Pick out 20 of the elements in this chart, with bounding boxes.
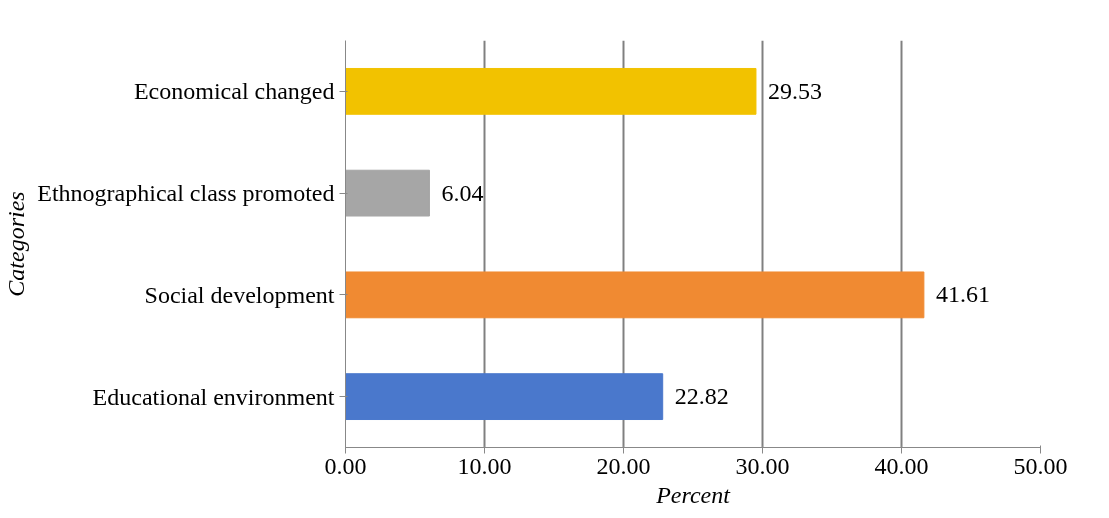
y-tick-label: Educational environment (92, 383, 335, 410)
x-tick-label: 0.00 (324, 452, 367, 479)
data-label: 22.82 (674, 383, 729, 410)
x-tick-label: 30.00 (735, 452, 790, 479)
x-tick-label: 10.00 (457, 452, 512, 479)
bar (345, 373, 664, 421)
data-label: 6.04 (441, 179, 484, 206)
bar (345, 67, 757, 115)
data-label: 29.53 (767, 77, 822, 104)
y-tick-label: Social development (144, 281, 335, 308)
x-axis-title: Percent (655, 481, 732, 508)
y-tick-label: Ethnographical class promoted (37, 180, 335, 207)
bar (345, 271, 925, 319)
x-tick-label: 40.00 (874, 452, 929, 479)
data-label: 41.61 (935, 281, 990, 308)
y-axis-title: Categories (3, 191, 30, 297)
x-tick-label: 20.00 (596, 452, 651, 479)
y-tick-label: Economical changed (133, 78, 335, 105)
x-tick-label: 50.00 (1013, 452, 1068, 479)
bar (345, 169, 430, 217)
